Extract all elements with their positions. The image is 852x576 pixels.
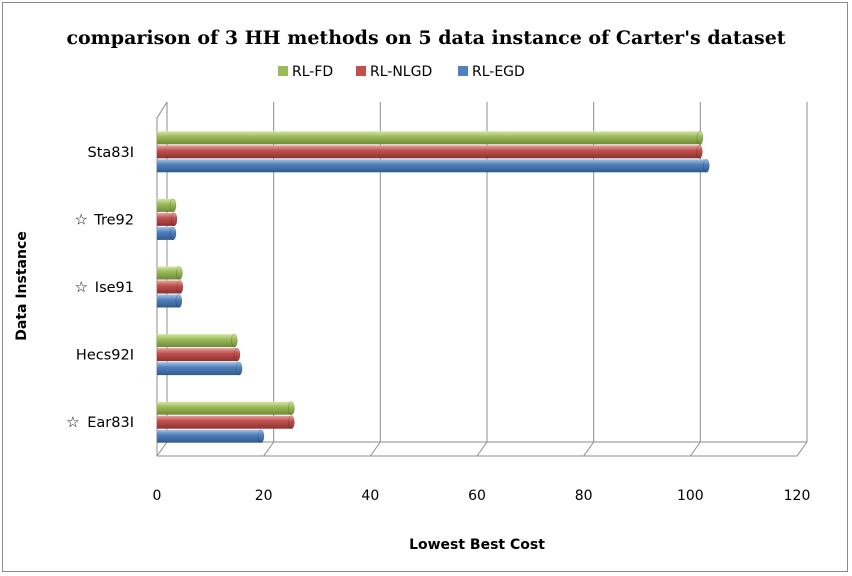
bar-cap — [175, 294, 183, 308]
gridline-depth — [689, 441, 701, 457]
x-tick-label: 80 — [575, 488, 593, 504]
bar-cap — [176, 280, 184, 294]
bar-cap — [257, 429, 265, 444]
gridline-depth — [156, 441, 168, 457]
x-tick-label: 100 — [677, 488, 704, 504]
legend-label-rl-egd: RL-EGD — [472, 64, 525, 80]
chart-title: comparison of 3 HH methods on 5 data ins… — [66, 27, 785, 49]
gridline-depth — [583, 441, 595, 457]
legend: RL-FD RL-NLGD RL-EGD — [278, 64, 525, 80]
bar-rl-nlgd-tre92 — [157, 212, 175, 226]
y-tick-label: Sta83I — [87, 145, 134, 161]
bar-rl-nlgd-hecs92i — [157, 348, 237, 362]
bar-rl-nlgd-ear83i — [157, 415, 292, 429]
y-tick-label: Ise91 — [95, 280, 134, 296]
x-tick-label: 20 — [255, 488, 273, 504]
legend-swatch-rl-fd — [278, 66, 288, 76]
legend-label-rl-fd: RL-FD — [292, 64, 333, 80]
bar-cap — [233, 347, 241, 362]
bar-cap — [235, 361, 243, 376]
y-tick-label: Ear83I — [87, 415, 134, 431]
legend-label-rl-nlgd: RL-NLGD — [370, 64, 432, 80]
bar-cap — [176, 266, 183, 280]
plot-area: 0 20 40 60 80 100 120 Sta83I Tre92 ☆ Ise91 ☆ Hecs92I… — [66, 101, 811, 504]
bar-cap — [696, 145, 703, 159]
gridline-depth — [476, 441, 488, 457]
bar-cap — [696, 131, 704, 145]
x-axis-title: Lowest Best Cost — [409, 537, 545, 553]
bar-cap — [288, 401, 295, 416]
x-tick-label: 120 — [784, 488, 811, 504]
gridline-depth — [263, 441, 275, 457]
bar-cap — [169, 198, 177, 213]
bar-cap — [169, 226, 177, 241]
star-icon: ☆ — [75, 210, 88, 228]
y-axis-depth-line — [156, 101, 168, 119]
x-tick-label: 60 — [468, 488, 486, 504]
bar-rl-egd-hecs92i — [157, 362, 240, 376]
bar-rl-fd-hecs92i — [157, 334, 235, 348]
bar-rl-nlgd-ise91 — [157, 280, 180, 294]
legend-swatch-rl-egd — [458, 66, 468, 76]
bar-rl-nlgd-sta83i — [157, 145, 700, 159]
bar-rl-fd-ear83i — [157, 401, 292, 415]
x-tick-label: 40 — [361, 488, 379, 504]
bar-rl-egd-tre92 — [157, 226, 173, 240]
star-icon: ☆ — [66, 413, 79, 431]
bar-cap — [703, 159, 710, 173]
y-axis-title: Data Instance — [14, 231, 30, 341]
gridline-depth — [369, 441, 381, 457]
y-tick-label: Tre92 — [93, 212, 134, 228]
bar-cap — [288, 415, 295, 430]
bar-rl-egd-sta83i — [157, 159, 707, 173]
bar-rl-egd-ise91 — [157, 294, 179, 308]
y-tick-label: Hecs92I — [76, 348, 134, 364]
bar-rl-fd-tre92 — [157, 198, 173, 212]
star-icon: ☆ — [75, 278, 88, 296]
gridline-depth — [796, 441, 808, 457]
bar-rl-fd-sta83i — [157, 131, 700, 145]
legend-swatch-rl-nlgd — [356, 66, 366, 76]
bar-cap — [170, 212, 178, 227]
bar-rl-egd-ear83i — [157, 429, 261, 443]
bar-cap — [231, 333, 238, 348]
bar-rl-fd-ise91 — [157, 266, 180, 280]
x-tick-label: 0 — [153, 488, 162, 504]
